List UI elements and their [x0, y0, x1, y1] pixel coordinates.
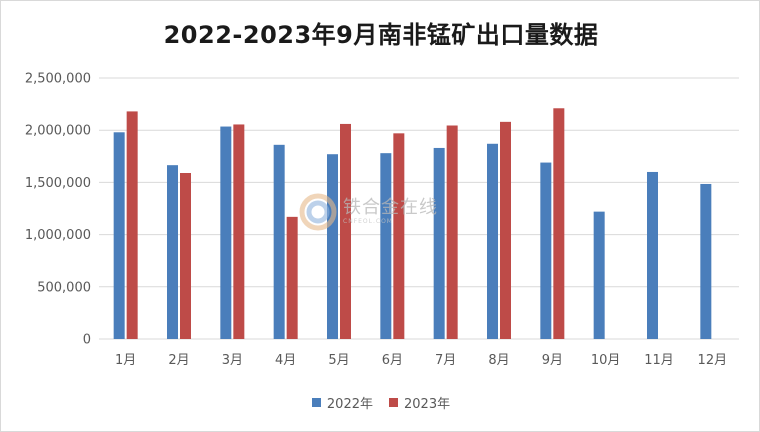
bar-2022-9 [540, 162, 552, 339]
chart-title: 2022-2023年9月南非锰矿出口量数据 [163, 21, 599, 49]
legend-item-2023: 2023年 [389, 393, 450, 412]
legend-swatch-2023 [389, 398, 398, 407]
y-tick-label: 500,000 [37, 280, 91, 295]
chart-legend: 2022年 2023年 [1, 393, 760, 412]
bar-2022-4 [273, 144, 285, 339]
x-tick-label: 10月 [591, 353, 621, 368]
y-tick-label: 1,000,000 [25, 228, 91, 243]
watermark-logo-icon [299, 193, 337, 231]
legend-item-2022: 2022年 [311, 393, 373, 412]
legend-label-2023: 2023年 [404, 397, 451, 412]
bar-2022-10 [593, 211, 605, 339]
x-tick-label: 4月 [275, 353, 296, 368]
bar-2022-11 [647, 171, 658, 339]
legend-label-2022: 2022年 [326, 397, 373, 412]
bar-2023-9 [553, 108, 565, 339]
x-tick-label: 8月 [488, 353, 509, 368]
y-tick-label: 2,500,000 [25, 72, 91, 87]
bar-2022-6 [380, 153, 392, 339]
bar-2022-1 [113, 132, 125, 339]
bar-2023-2 [180, 173, 191, 339]
bar-2023-5 [340, 123, 351, 339]
watermark-subtext: CNFEOL.COM [343, 218, 393, 225]
bar-2023-1 [126, 111, 138, 340]
legend-swatch-2022 [311, 398, 321, 407]
x-tick-label: 9月 [542, 353, 563, 368]
bar-2023-6 [393, 133, 405, 339]
x-tick-label: 12月 [698, 353, 728, 368]
watermark-text: 铁合金在线 [343, 197, 438, 218]
bar-2023-8 [500, 121, 511, 340]
bar-2022-5 [327, 154, 338, 339]
x-tick-label: 5月 [328, 353, 349, 368]
bar-2023-3 [233, 124, 245, 339]
y-tick-label: 1,500,000 [25, 176, 91, 191]
bar-2023-7 [446, 125, 458, 339]
watermark: 铁合金在线 CNFEOL.COM [299, 193, 438, 231]
bar-2022-3 [220, 126, 232, 340]
y-tick-label: 2,000,000 [25, 124, 91, 139]
x-tick-label: 6月 [382, 353, 403, 368]
bar-2022-2 [167, 165, 178, 339]
x-tick-label: 11月 [644, 353, 674, 368]
bar-2022-12 [700, 183, 712, 339]
x-tick-label: 2月 [168, 353, 189, 368]
bar-2022-8 [487, 143, 498, 339]
bar-2022-7 [433, 147, 445, 339]
x-tick-label: 7月 [435, 353, 456, 368]
x-tick-label: 3月 [222, 353, 243, 368]
x-tick-label: 1月 [115, 353, 136, 368]
y-tick-label: 0 [83, 333, 91, 348]
bar-2023-4 [286, 216, 298, 339]
